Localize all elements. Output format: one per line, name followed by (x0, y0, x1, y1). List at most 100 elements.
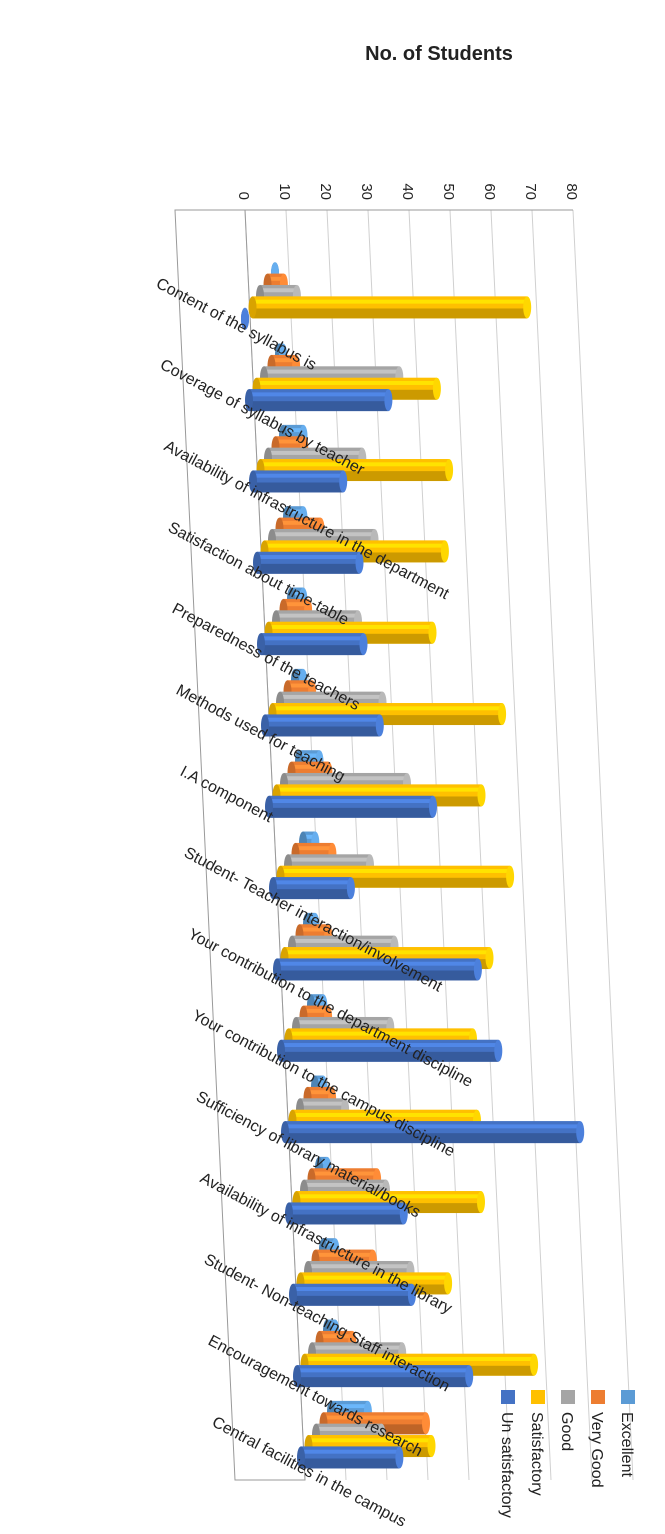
bar-highlight (319, 1334, 353, 1339)
bar-shadow (249, 401, 389, 412)
bar-highlight (287, 683, 313, 688)
bar-highlight (276, 613, 358, 618)
bar-base-cap (273, 958, 281, 981)
legend-swatch (501, 1390, 515, 1404)
bar-highlight (284, 1124, 581, 1129)
bar-highlight (256, 380, 437, 385)
gridline (572, 209, 634, 1481)
bar-highlight (292, 938, 395, 943)
bar-un-satisfactory (265, 795, 437, 818)
bar-highlight (300, 1101, 346, 1106)
bar-top-cap (530, 1353, 539, 1376)
bar-base-cap (245, 389, 253, 412)
bar-top-cap (485, 947, 494, 970)
bar-un-satisfactory (297, 1446, 404, 1469)
bar-base-cap (248, 296, 257, 319)
bar-un-satisfactory (241, 307, 250, 330)
bar-un-satisfactory (249, 470, 348, 493)
gridline (531, 209, 593, 1481)
bar-shadow (292, 1295, 412, 1306)
bar-base-cap (257, 633, 265, 656)
bar-highlight (277, 961, 478, 966)
bar-highlight (280, 694, 383, 699)
bar-highlight (308, 1264, 411, 1269)
bar-top-cap (477, 1191, 485, 1214)
bar-shadow (300, 1458, 400, 1469)
bar-highlight (297, 1368, 470, 1373)
bar-highlight (300, 1449, 400, 1454)
bar-top-cap (395, 1446, 404, 1469)
bar-highlight (252, 299, 528, 304)
bar-top-cap (498, 703, 507, 726)
bar-highlight (299, 927, 329, 932)
bar-top-cap (339, 470, 348, 493)
bar-un-satisfactory (281, 1121, 585, 1144)
bar-highlight (311, 1171, 378, 1176)
bar-highlight (292, 1287, 412, 1292)
bar-highlight (312, 1345, 403, 1350)
bar-top-cap (359, 633, 368, 656)
bar-shadow (288, 1214, 404, 1225)
legend-label: Good (558, 1412, 575, 1451)
legend-swatch (561, 1390, 575, 1404)
bar-highlight (304, 1182, 386, 1187)
bar-highlight (292, 1112, 477, 1117)
axis-title: No. of Students (365, 43, 513, 65)
legend: Excellent Very Good Good Satisfactory Un sat… (498, 1390, 635, 1518)
tick-label: 50 (440, 183, 457, 200)
bar-highlight (288, 857, 370, 862)
bar-highlight (288, 1031, 473, 1036)
bar-highlight (303, 1008, 329, 1013)
bar-shadow (272, 889, 351, 900)
bar-base-cap (253, 551, 261, 574)
bar-highlight (272, 532, 375, 537)
bar-highlight (291, 764, 329, 769)
bar-top-cap (523, 296, 532, 319)
bar-top-cap (432, 377, 441, 400)
bar-highlight (300, 1275, 449, 1280)
bar-top-cap (477, 784, 486, 807)
bar-highlight (264, 543, 445, 548)
bar-base-cap (249, 470, 257, 493)
tick-label: 0 (235, 192, 252, 200)
gridline (449, 209, 511, 1481)
bar-top-cap (375, 714, 384, 737)
bar-highlight (261, 636, 364, 641)
bar-highlight (323, 1415, 426, 1420)
bar-base-cap (281, 1121, 289, 1144)
bar-un-satisfactory (277, 1039, 503, 1062)
bar-highlight (275, 439, 305, 444)
bar-shadow (284, 1133, 581, 1144)
bar-shadow (253, 482, 344, 493)
bar-highlight (271, 358, 297, 363)
bar-un-satisfactory (245, 389, 393, 412)
bar-shadow (281, 1051, 499, 1062)
bar-top-cap (576, 1121, 585, 1144)
bar-base-cap (277, 1039, 285, 1062)
bar-highlight (272, 880, 351, 885)
bar-highlight (330, 1404, 368, 1409)
gridline (367, 209, 429, 1481)
bar-highlight (263, 369, 400, 374)
bar-top-cap (384, 389, 393, 412)
bar-highlight (284, 950, 490, 955)
bar-highlight (253, 473, 344, 478)
bar-highlight (269, 799, 433, 804)
bar-un-satisfactory (257, 633, 368, 656)
tick-label: 60 (481, 183, 498, 200)
bar-highlight (268, 624, 433, 629)
tick-label: 70 (522, 183, 539, 200)
grid-layer (244, 209, 634, 1481)
legend-swatch (591, 1390, 605, 1404)
bar-base-cap (293, 1365, 301, 1388)
legend-swatch (531, 1390, 545, 1404)
bar-un-satisfactory (269, 877, 355, 900)
bar-shadow (297, 1377, 470, 1388)
bar-highlight (295, 846, 333, 851)
bar-un-satisfactory (273, 958, 482, 981)
bar-highlight (315, 1252, 373, 1257)
bar-highlight (295, 1020, 391, 1025)
bar-highlight (284, 776, 407, 781)
bar-highlight (272, 706, 503, 711)
